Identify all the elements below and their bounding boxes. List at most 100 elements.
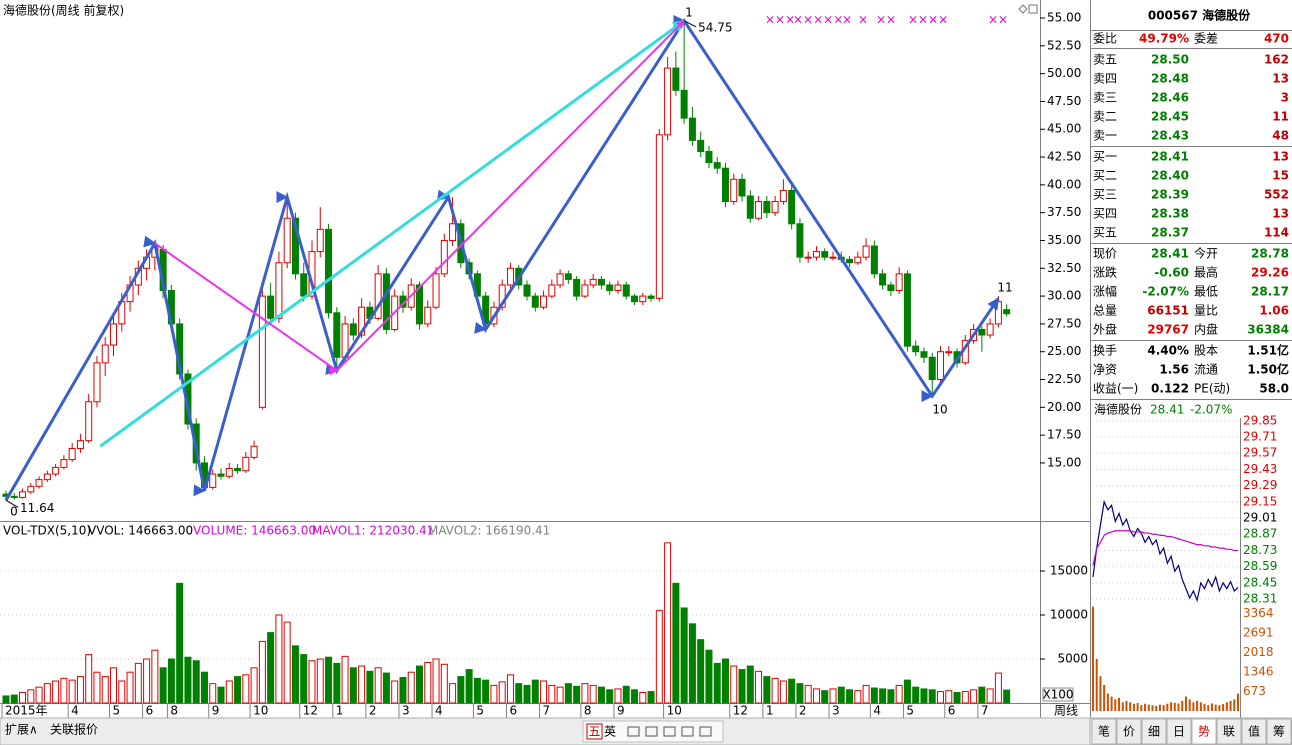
tab[interactable] xyxy=(1141,718,1167,745)
volume-bar xyxy=(688,623,696,704)
y-tick-label: 29.85 xyxy=(1243,413,1277,427)
y-tick-label: 28.59 xyxy=(1243,559,1277,573)
x-tick-label: 10 xyxy=(253,704,268,718)
candle-body xyxy=(937,351,945,381)
volume-bar xyxy=(573,685,581,704)
volume-bar xyxy=(879,688,887,704)
tab-label[interactable]: 细 xyxy=(1148,725,1160,739)
candle-body xyxy=(283,217,291,264)
volume-bar xyxy=(349,667,357,704)
candle-body xyxy=(325,228,333,314)
candle-body xyxy=(556,273,564,286)
candle-body xyxy=(804,256,812,259)
volume-bar xyxy=(647,691,655,704)
quote-label: 最高 xyxy=(1194,265,1218,280)
quote-value: 28.45 xyxy=(1151,110,1189,124)
toolbar-item[interactable]: 英 xyxy=(604,725,616,739)
candle-body xyxy=(730,178,738,203)
quote-value: 66151 xyxy=(1147,304,1189,318)
quote-label: 今开 xyxy=(1194,246,1218,261)
toolbar-icon[interactable] xyxy=(627,726,640,737)
volume-bar xyxy=(242,674,250,704)
quote-value: 3 xyxy=(1281,91,1289,105)
volume-bar xyxy=(498,681,506,704)
volume-bar xyxy=(631,689,639,704)
tab-label[interactable]: 筹 xyxy=(1273,725,1285,739)
quote-value: 162 xyxy=(1264,53,1289,67)
volume-bar xyxy=(721,658,729,704)
low-leader xyxy=(5,499,19,508)
tab[interactable] xyxy=(1266,718,1292,745)
y-tick-label: 17.50 xyxy=(1047,428,1081,442)
volume-bar xyxy=(10,694,18,704)
candle-body xyxy=(647,295,655,299)
candle-body xyxy=(903,273,911,347)
y-tick-label: 673 xyxy=(1243,684,1266,698)
volume-bar xyxy=(134,662,142,704)
legend-text: VOLUME: 146663.00 xyxy=(193,524,316,538)
status-bar xyxy=(0,717,1091,745)
volume-bar xyxy=(837,686,845,704)
toolbar-icon[interactable] xyxy=(681,726,694,737)
y-tick-label: 37.50 xyxy=(1047,205,1081,219)
tab-label[interactable]: 笔 xyxy=(1098,724,1110,739)
tab-label[interactable]: 日 xyxy=(1173,725,1185,739)
x-tick-label: 7 xyxy=(543,704,551,718)
volume-bar xyxy=(680,607,688,704)
volume-bar xyxy=(821,690,829,704)
candle-body xyxy=(680,89,688,119)
volume-bar xyxy=(43,683,51,704)
quote-value: 29.26 xyxy=(1251,266,1289,280)
tab[interactable] xyxy=(1216,718,1242,745)
candle-body xyxy=(788,189,796,225)
tab[interactable] xyxy=(1116,718,1142,745)
status-button[interactable]: 关联报价 xyxy=(50,722,98,737)
volume-bar xyxy=(457,676,465,704)
candle-body xyxy=(573,278,581,297)
volume-bar xyxy=(870,687,878,704)
candle-body xyxy=(746,195,754,219)
wave-label: 10 xyxy=(932,403,947,417)
toolbar-icon[interactable] xyxy=(663,726,676,737)
volume-bar xyxy=(143,658,151,704)
volume-bar xyxy=(416,665,423,704)
toolbar-item[interactable]: 五 xyxy=(588,725,600,739)
volume-bar xyxy=(407,671,415,704)
quote-label: 最低 xyxy=(1194,285,1218,299)
wave-label: 0 xyxy=(10,505,18,519)
x-tick-label: 12 xyxy=(733,704,748,718)
tab-label[interactable]: 值 xyxy=(1248,724,1260,739)
candle-body xyxy=(614,284,622,292)
status-button[interactable]: 扩展∧ xyxy=(5,723,38,737)
toolbar-icon[interactable] xyxy=(645,726,658,737)
x-tick-label: 5 xyxy=(476,704,484,718)
candle-body xyxy=(697,139,705,152)
icon xyxy=(1018,4,1028,14)
quote-value: 470 xyxy=(1264,32,1289,46)
tab-label[interactable]: 联 xyxy=(1223,725,1235,739)
candle-body xyxy=(440,239,448,275)
candle-body xyxy=(1003,309,1011,315)
tab-label[interactable]: 势 xyxy=(1198,725,1210,739)
y-tick-label: 28.45 xyxy=(1243,575,1277,589)
tab[interactable] xyxy=(1241,718,1267,745)
y-tick-label: 30.00 xyxy=(1047,289,1081,303)
y-tick-label: 32.50 xyxy=(1047,261,1081,275)
quote-value: 29767 xyxy=(1147,323,1189,337)
toolbar-icon[interactable] xyxy=(699,726,712,737)
candle-body xyxy=(879,273,887,286)
candle-body xyxy=(101,344,109,364)
volume-bar xyxy=(93,671,101,704)
volume-bar xyxy=(705,649,713,704)
tab[interactable] xyxy=(1166,718,1192,745)
candle-body xyxy=(771,201,779,214)
volume-bar xyxy=(746,665,754,704)
volume-bar xyxy=(308,660,316,704)
y-tick-label: 15.00 xyxy=(1047,455,1081,469)
tab[interactable] xyxy=(1191,718,1217,745)
candle-body xyxy=(721,167,729,203)
tab[interactable] xyxy=(1091,718,1117,745)
volume-bar xyxy=(614,688,622,704)
y-tick-label: 28.73 xyxy=(1243,543,1277,557)
tab-label[interactable]: 价 xyxy=(1123,725,1135,739)
